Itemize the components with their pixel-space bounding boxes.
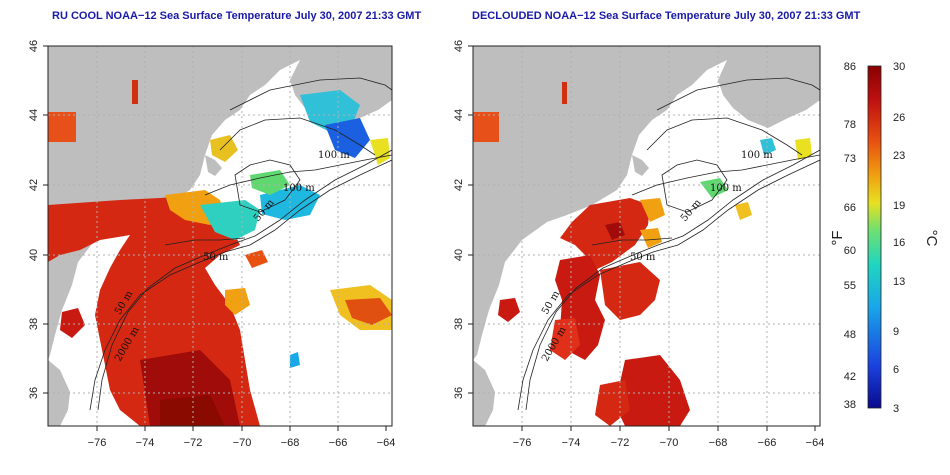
y-tick-label: 46 <box>453 40 465 52</box>
cbar-c-tick: 26 <box>893 112 905 124</box>
cbar-f-tick: 60 <box>844 245 856 257</box>
contour-label: 100 m <box>283 183 315 194</box>
cbar-c-tick: 3 <box>893 403 899 415</box>
y-tick-label: 36 <box>453 387 465 399</box>
contour-label: 100 m <box>318 150 350 161</box>
cbar-c-tick: 16 <box>893 237 905 249</box>
contour-label: 50 m <box>203 252 229 263</box>
colorbar-unit-celsius: °C <box>923 230 940 247</box>
cbar-f-tick: 42 <box>844 371 856 383</box>
y-tick-label: 44 <box>453 109 465 121</box>
sst-cloud-left <box>48 80 392 426</box>
land-cape-cod <box>632 155 649 176</box>
cbar-f-tick: 55 <box>844 280 856 292</box>
left-map-title: RU COOL NOAA−12 Sea Surface Temperature … <box>52 10 422 22</box>
x-tick-label: −74 <box>136 437 155 449</box>
cbar-f-tick: 38 <box>844 399 856 411</box>
left-y-axis: 46 44 42 40 38 36 <box>28 40 48 399</box>
colorbar-celsius-ticks: 30 26 23 19 16 13 9 6 3 <box>893 61 905 415</box>
y-tick-label: 40 <box>453 249 465 261</box>
y-tick-label: 42 <box>28 179 40 191</box>
y-tick-label: 46 <box>28 40 40 52</box>
cbar-c-tick: 9 <box>893 326 899 338</box>
bathymetry-contours-left <box>89 77 392 411</box>
colorbar-unit-fahrenheit: °F <box>829 230 846 245</box>
right-x-axis: −76 −74 −72 −70 −68 −66 −64 <box>513 426 825 449</box>
cbar-c-tick: 19 <box>893 200 905 212</box>
right-y-axis: 46 44 42 40 38 36 <box>453 40 473 399</box>
contour-label: 50 m <box>630 252 656 263</box>
x-tick-label: −72 <box>611 437 630 449</box>
y-tick-label: 44 <box>28 109 40 121</box>
cbar-c-tick: 13 <box>893 276 905 288</box>
right-map-frame <box>472 45 821 427</box>
x-tick-label: −66 <box>329 437 348 449</box>
right-map-title: DECLOUDED NOAA−12 Sea Surface Temperatur… <box>472 10 861 22</box>
y-tick-label: 40 <box>28 249 40 261</box>
contour-label: 100 m <box>710 183 742 194</box>
x-tick-label: −72 <box>184 437 203 449</box>
cbar-f-tick: 66 <box>844 202 856 214</box>
x-tick-label: −70 <box>233 437 252 449</box>
cbar-c-tick: 6 <box>893 364 899 376</box>
colorbar-fahrenheit-ticks: 86 78 73 66 60 55 48 42 38 <box>844 61 856 411</box>
contour-label: 100 m <box>741 150 773 161</box>
colorbar <box>867 65 882 409</box>
left-map-frame <box>47 45 393 427</box>
x-tick-label: −68 <box>709 437 728 449</box>
right-sst-map: 100 m 100 m 50 m 50 m 50 m 2000 m <box>473 46 820 426</box>
x-tick-label: −68 <box>281 437 300 449</box>
cbar-f-tick: 86 <box>844 61 856 73</box>
land-mainland <box>473 46 820 360</box>
x-tick-label: −64 <box>806 437 825 449</box>
x-tick-label: −74 <box>562 437 581 449</box>
cbar-c-tick: 23 <box>893 150 905 162</box>
y-tick-label: 42 <box>453 179 465 191</box>
y-tick-label: 38 <box>28 318 40 330</box>
grid-left <box>48 46 392 426</box>
grid-right <box>473 46 820 426</box>
x-tick-label: −76 <box>513 437 532 449</box>
land-nova-scotia <box>718 46 820 128</box>
cbar-c-tick: 30 <box>893 61 905 73</box>
cbar-f-tick: 48 <box>844 329 856 341</box>
y-tick-label: 36 <box>28 387 40 399</box>
land-mainland <box>48 46 392 360</box>
x-tick-label: −64 <box>377 437 396 449</box>
cbar-f-tick: 78 <box>844 119 856 131</box>
y-tick-label: 38 <box>453 318 465 330</box>
sst-cloud-right <box>473 82 812 426</box>
cbar-f-tick: 73 <box>844 153 856 165</box>
x-tick-label: −70 <box>660 437 679 449</box>
x-tick-label: −66 <box>758 437 777 449</box>
x-tick-label: −76 <box>88 437 107 449</box>
bathymetry-contours-right <box>517 77 820 411</box>
land-cape-cod <box>205 155 222 176</box>
left-x-axis: −76 −74 −72 −70 −68 −66 −64 <box>88 426 396 449</box>
